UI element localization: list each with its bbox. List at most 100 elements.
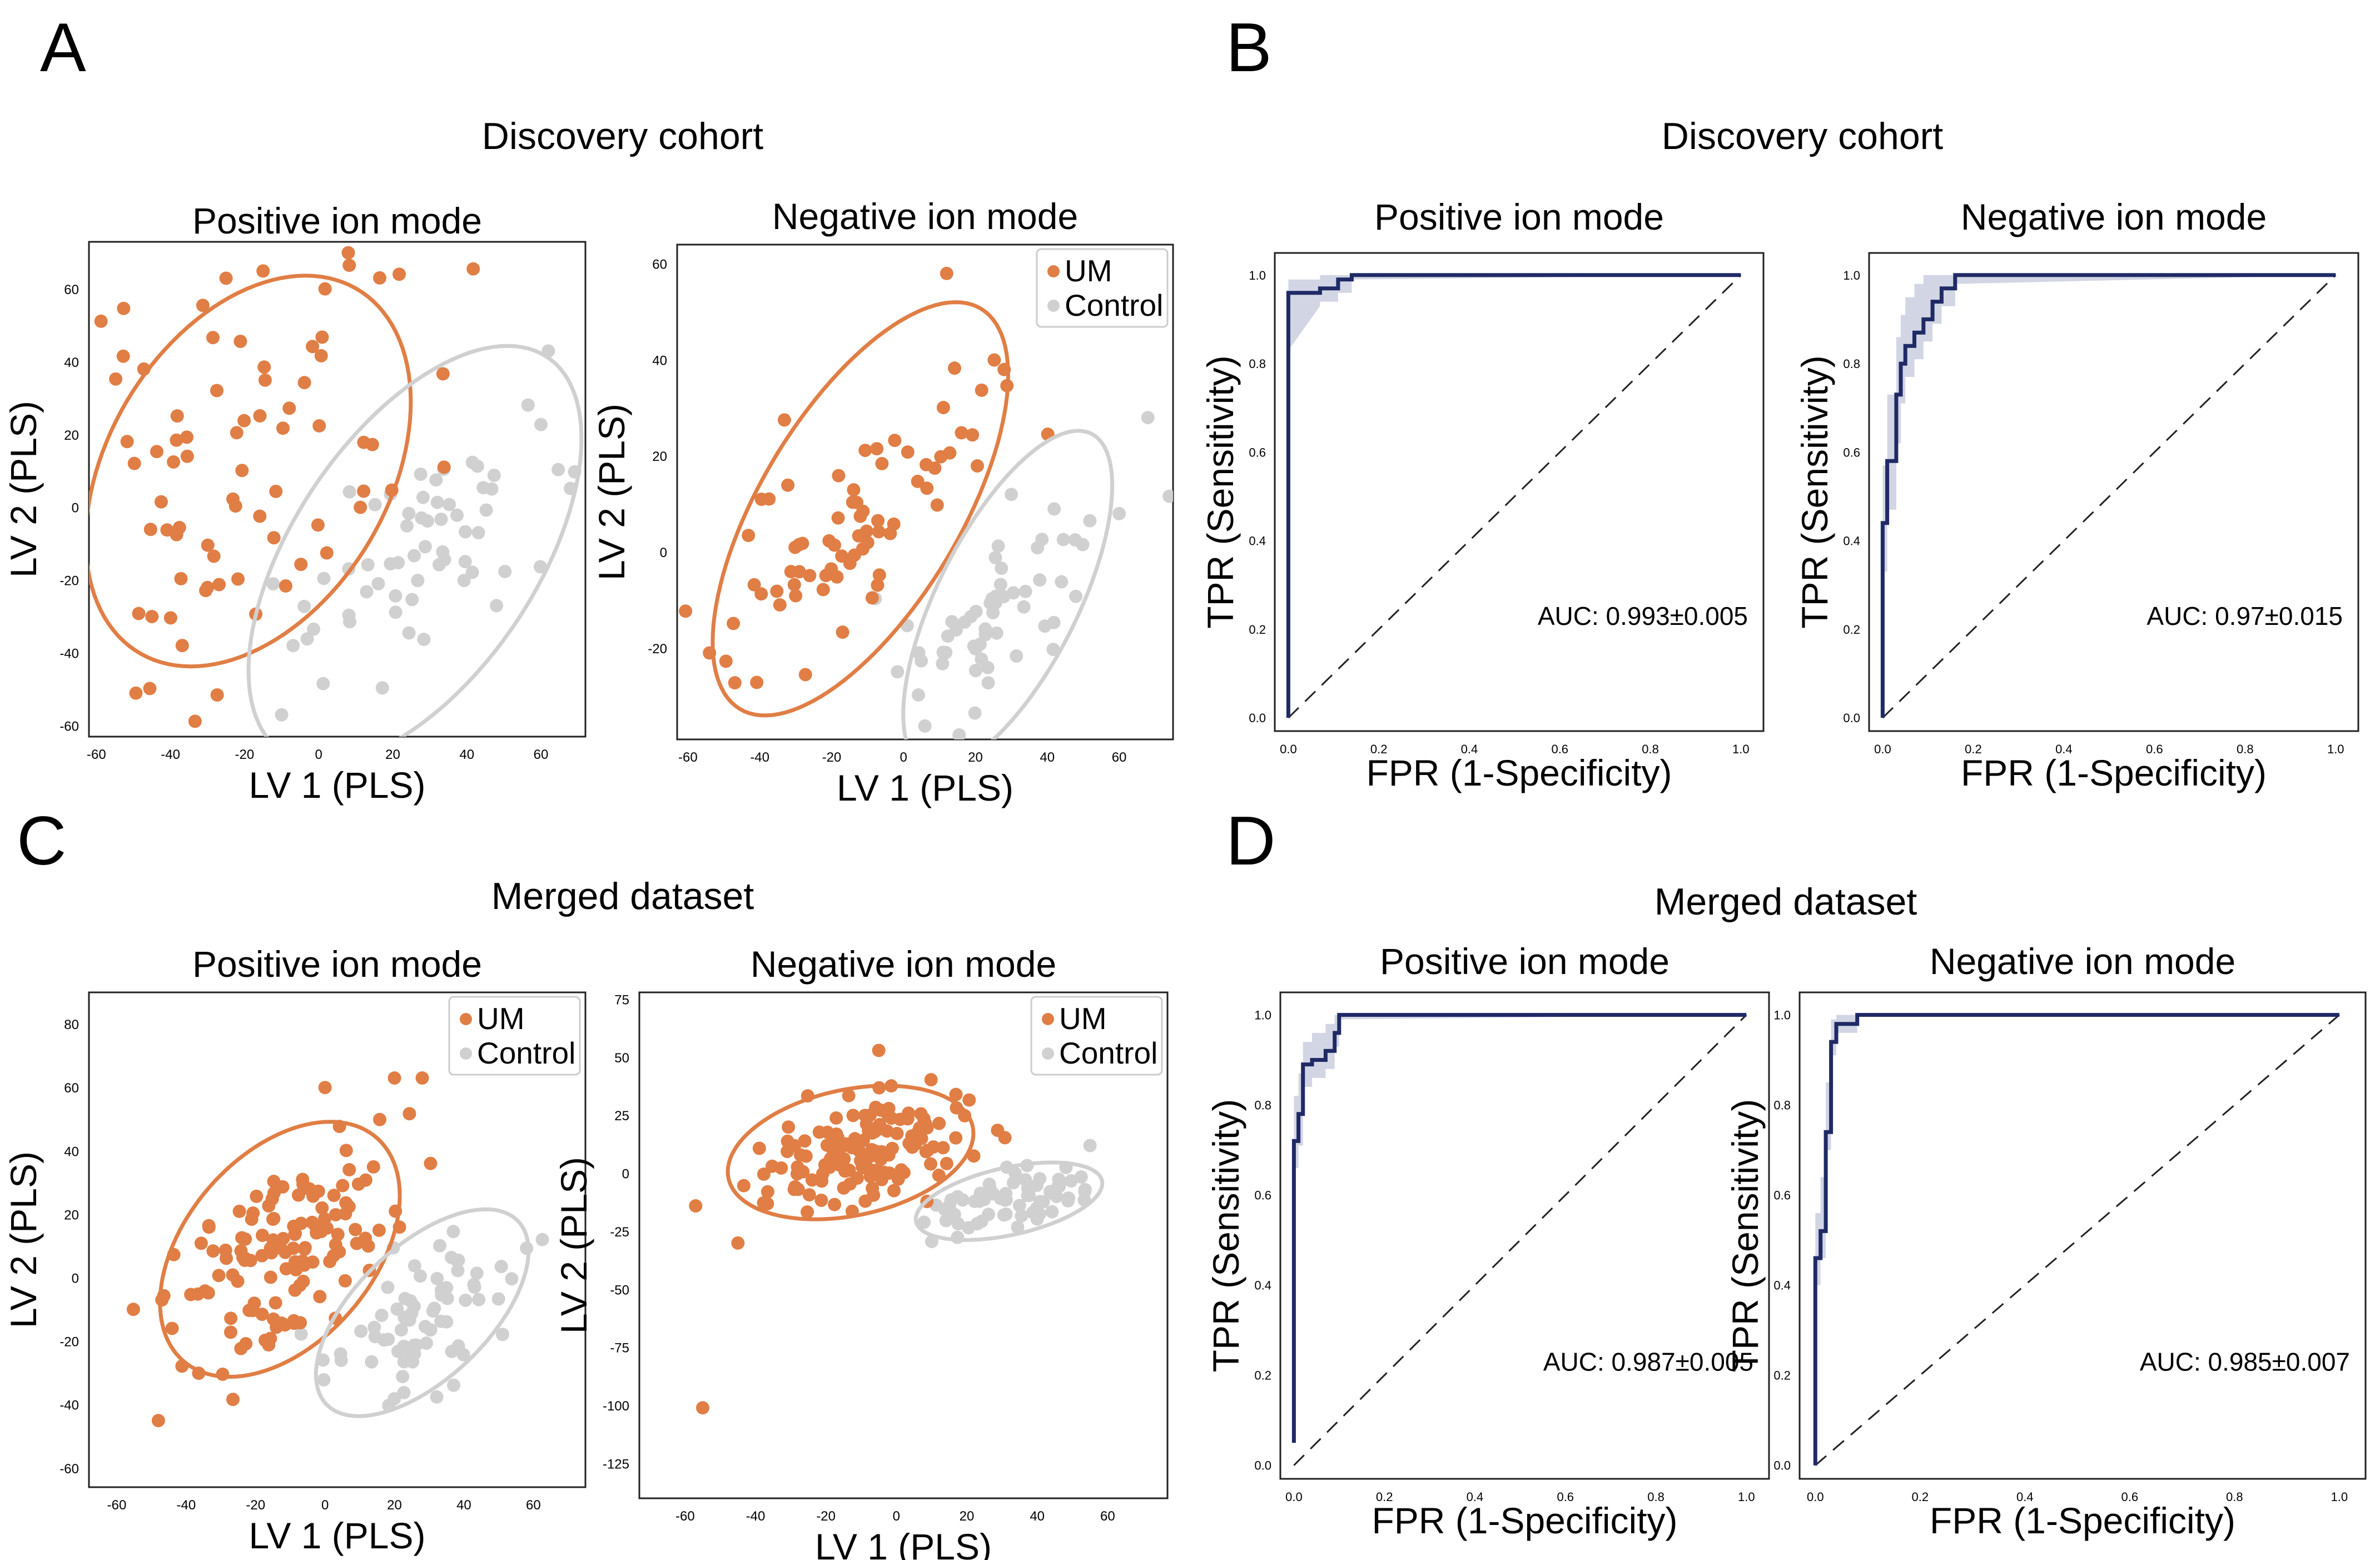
- control-point: [375, 1308, 389, 1322]
- roc-chart-discovery-positive: Positive ion mode 0.0 0.2 0.4 0.6 0.8 1.0 0.0 0.…: [1200, 196, 1765, 793]
- x-tick-label: 20: [387, 1498, 402, 1513]
- control-point: [939, 645, 953, 659]
- x-tick-label: 0.8: [1647, 1490, 1664, 1504]
- control-point: [415, 511, 429, 525]
- control-point: [1064, 1174, 1078, 1188]
- control-point: [1083, 1139, 1097, 1152]
- roc-curve: [1880, 273, 2336, 718]
- um-point: [253, 409, 267, 423]
- x-tick-label: 0.8: [2237, 742, 2254, 756]
- control-point: [416, 490, 430, 504]
- y-tick-label: 20: [64, 428, 79, 443]
- x-tick-label: 1.0: [2327, 742, 2344, 756]
- control-point: [397, 1385, 411, 1399]
- um-point: [947, 361, 961, 375]
- control-point: [402, 626, 416, 640]
- control-point: [389, 605, 403, 619]
- um-point: [267, 1211, 281, 1225]
- um-point: [875, 456, 889, 470]
- um-point: [232, 1204, 246, 1218]
- control-point: [342, 608, 356, 622]
- um-point: [154, 495, 168, 509]
- control-point: [495, 1328, 509, 1342]
- um-confidence-ellipse: [89, 274, 413, 669]
- x-tick-label: 0.8: [1642, 742, 1659, 756]
- x-axis-label: LV 1 (PLS): [815, 1526, 992, 1560]
- section-title-b: Discovery cohort: [1662, 115, 1943, 157]
- y-tick-label: 0.0: [1249, 711, 1266, 725]
- x-tick-label: 0: [900, 750, 907, 765]
- roc-curve: [1291, 1013, 1747, 1443]
- x-axis-label: FPR (1-Specificity): [1372, 1500, 1677, 1541]
- um-point: [262, 1199, 276, 1213]
- y-tick-label: 40: [652, 353, 667, 368]
- um-point: [987, 353, 1001, 367]
- control-confidence-ellipse: [246, 344, 584, 737]
- y-tick-label: 0.2: [1249, 623, 1266, 637]
- y-tick-label: 0.6: [1773, 1189, 1791, 1203]
- y-tick-label: 0.4: [1843, 534, 1860, 548]
- um-point: [930, 498, 944, 512]
- control-point: [1078, 1185, 1092, 1199]
- um-point: [911, 474, 925, 488]
- control-point: [445, 1344, 459, 1358]
- control-point: [968, 664, 982, 678]
- control-point: [995, 562, 1008, 575]
- control-point: [384, 557, 398, 571]
- x-tick-label: 1.0: [1732, 742, 1750, 756]
- um-point: [339, 1144, 353, 1157]
- um-point: [305, 1215, 319, 1229]
- um-point: [286, 1241, 300, 1255]
- um-point: [339, 1196, 353, 1210]
- um-point: [924, 1157, 938, 1171]
- um-point: [150, 445, 163, 459]
- um-point: [789, 589, 803, 603]
- x-tick-label: -40: [161, 747, 180, 762]
- plot-frame: [1274, 252, 1765, 732]
- control-point: [436, 545, 450, 559]
- x-tick-label: 0: [315, 747, 322, 762]
- y-axis-label: TPR (Sensitivity): [1725, 1099, 1766, 1372]
- control-point: [912, 688, 926, 702]
- um-point: [372, 1223, 386, 1237]
- control-point: [317, 1373, 331, 1387]
- um-point: [936, 1141, 950, 1155]
- um-point: [293, 1278, 307, 1292]
- control-point: [417, 633, 431, 647]
- y-tick-label: -60: [59, 1462, 79, 1477]
- um-point: [226, 492, 240, 506]
- um-point: [349, 1223, 362, 1236]
- um-point: [172, 520, 186, 534]
- control-confidence-ellipse: [314, 1207, 531, 1418]
- x-tick-label: 0.6: [1551, 742, 1568, 756]
- chart-title: Positive ion mode: [1374, 196, 1664, 237]
- y-tick-label: 0.8: [1249, 357, 1266, 371]
- um-point: [279, 579, 292, 593]
- control-point: [470, 1266, 484, 1280]
- control-point: [443, 498, 456, 511]
- um-point: [782, 1120, 796, 1134]
- control-point: [498, 564, 512, 578]
- y-tick-label: -20: [648, 642, 667, 657]
- um-point: [323, 1255, 337, 1269]
- um-point: [341, 246, 355, 260]
- control-point: [1045, 1205, 1059, 1219]
- control-point: [389, 589, 403, 603]
- um-point: [163, 611, 177, 625]
- um-point: [317, 1212, 331, 1226]
- um-point: [266, 1312, 280, 1326]
- legend-label-um: UM: [477, 1001, 525, 1036]
- auc-label: AUC: 0.987±0.005: [1543, 1348, 1753, 1377]
- um-point: [814, 1193, 828, 1207]
- um-point: [237, 414, 251, 428]
- um-point: [871, 514, 885, 528]
- control-point: [1038, 619, 1052, 633]
- um-point: [962, 1093, 976, 1107]
- um-point: [170, 409, 184, 423]
- um-point: [437, 460, 451, 474]
- control-point: [939, 1214, 953, 1228]
- um-point: [297, 376, 311, 390]
- y-tick-label: -60: [59, 719, 79, 734]
- control-point: [354, 1324, 368, 1338]
- x-tick-label: 1.0: [2331, 1490, 2348, 1504]
